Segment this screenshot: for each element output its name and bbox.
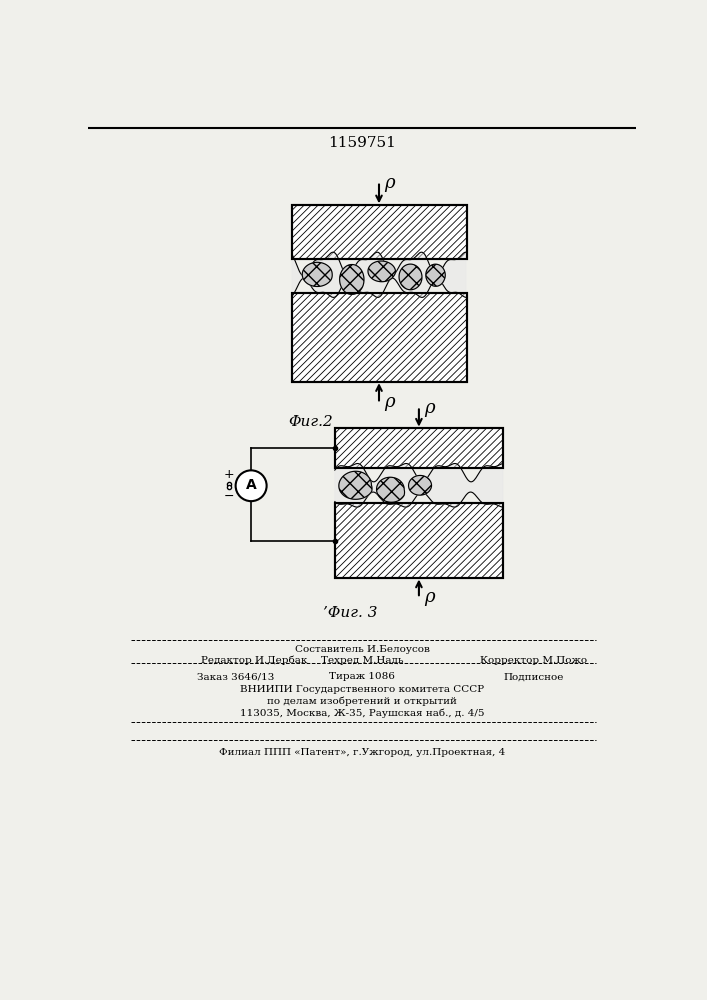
Text: Редактор И.Дербак: Редактор И.Дербак [201,656,307,665]
Text: ρ: ρ [385,174,395,192]
Text: Корректор М.Пожо: Корректор М.Пожо [481,656,588,665]
Polygon shape [335,464,503,507]
Text: Φиг.2: Φиг.2 [288,415,333,429]
Polygon shape [377,477,404,502]
Circle shape [235,470,267,501]
Polygon shape [399,264,422,290]
Text: Тираж 1086: Тираж 1086 [329,672,395,681]
Text: ρ: ρ [385,393,395,411]
Text: ’Φиг. 3: ’Φиг. 3 [323,606,378,620]
Text: Заказ 3646/13: Заказ 3646/13 [197,672,274,681]
Bar [335,428,503,468]
Polygon shape [426,264,445,286]
Polygon shape [368,261,395,282]
Text: 113035, Москва, Ж-35, Раушская наб., д. 4/5: 113035, Москва, Ж-35, Раушская наб., д. … [240,709,484,718]
Text: по делам изобретений и открытий: по делам изобретений и открытий [267,697,457,706]
Polygon shape [426,264,445,286]
Text: Подписное: Подписное [504,672,564,681]
Bar [292,293,467,382]
Bar [335,503,503,578]
Bar [335,428,503,468]
Bar [335,503,503,578]
Text: 1159751: 1159751 [328,136,396,150]
Polygon shape [292,252,466,297]
Polygon shape [409,475,431,495]
Text: ВНИИПИ Государственного комитета СССР: ВНИИПИ Государственного комитета СССР [240,685,484,694]
Polygon shape [368,261,395,282]
Text: −: − [224,490,235,503]
Bar [292,205,467,259]
Polygon shape [339,265,364,294]
Polygon shape [409,475,431,495]
Polygon shape [303,262,332,286]
Text: ρ: ρ [424,399,435,417]
Polygon shape [303,262,332,286]
Polygon shape [377,477,404,502]
Bar [292,293,467,382]
Polygon shape [339,471,372,499]
Polygon shape [339,265,364,294]
Text: ρ: ρ [424,588,435,606]
Polygon shape [399,264,422,290]
Text: Составитель И.Белоусов: Составитель И.Белоусов [295,645,429,654]
Polygon shape [339,471,372,499]
Text: Техред М.Надь: Техред М.Надь [321,656,403,665]
Text: A: A [246,478,257,492]
Text: Филиал ППП «Патент», г.Ужгород, ул.Проектная, 4: Филиал ППП «Патент», г.Ужгород, ул.Проек… [219,748,505,757]
Bar [292,205,467,259]
Text: +: + [224,468,235,481]
